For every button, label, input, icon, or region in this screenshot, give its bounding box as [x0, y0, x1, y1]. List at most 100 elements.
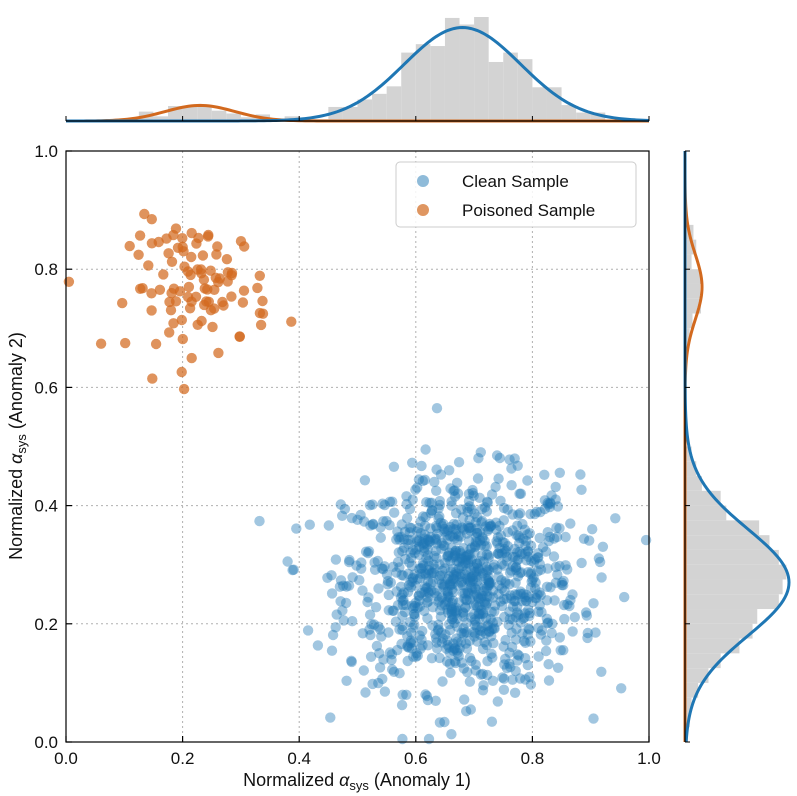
- clean-sample-point: [433, 619, 444, 630]
- clean-sample-point: [396, 569, 407, 581]
- poisoned-sample-point: [221, 254, 233, 265]
- clean-sample-point: [462, 506, 473, 518]
- clean-sample-point: [416, 634, 427, 645]
- clean-sample-point: [431, 403, 443, 414]
- poisoned-sample-point: [177, 333, 188, 345]
- clean-sample-point: [444, 580, 456, 591]
- right-histogram-bar: [685, 623, 753, 639]
- clean-sample-point: [526, 555, 537, 567]
- clean-sample-point: [530, 592, 541, 603]
- poisoned-sample-point: [182, 291, 194, 303]
- poisoned-sample-point: [143, 260, 154, 271]
- clean-sample-point: [499, 547, 511, 558]
- clean-sample-point: [393, 547, 404, 558]
- clean-sample-point: [462, 554, 474, 566]
- clean-sample-point: [506, 463, 517, 474]
- clean-sample-point: [479, 596, 490, 607]
- clean-sample-point: [492, 538, 503, 549]
- clean-sample-point: [471, 523, 482, 534]
- clean-sample-point: [582, 627, 593, 639]
- clean-sample-point: [550, 577, 562, 588]
- clean-sample-point: [451, 645, 463, 656]
- clean-sample-point: [478, 680, 489, 691]
- clean-sample-point: [471, 621, 483, 632]
- clean-sample-point: [513, 554, 524, 565]
- clean-sample-point: [466, 582, 477, 593]
- clean-sample-point: [450, 567, 462, 578]
- legend-label-clean: Clean Sample: [462, 172, 569, 191]
- clean-sample-point: [435, 611, 447, 622]
- clean-sample-point: [525, 508, 536, 520]
- clean-sample-point: [526, 576, 537, 587]
- top-histogram-bar: [532, 87, 547, 121]
- right-histogram-bar: [685, 313, 693, 329]
- clean-sample-point: [465, 565, 476, 576]
- clean-sample-point: [375, 522, 386, 533]
- clean-sample-point: [518, 635, 530, 647]
- clean-sample-point: [394, 534, 405, 545]
- clean-sample-point: [381, 569, 393, 580]
- clean-sample-point: [489, 606, 500, 617]
- clean-sample-point: [434, 717, 446, 728]
- clean-sample-point: [507, 614, 518, 625]
- clean-sample-point: [525, 582, 537, 593]
- clean-sample-point: [338, 580, 349, 591]
- clean-sample-point: [412, 526, 423, 537]
- clean-sample-point: [514, 537, 525, 549]
- clean-sample-point: [473, 580, 484, 592]
- poisoned-sample-point: [213, 277, 224, 288]
- clean-sample-point: [522, 629, 533, 640]
- clean-sample-point: [461, 595, 473, 606]
- clean-sample-point: [472, 537, 483, 548]
- poisoned-sample-point: [176, 366, 187, 378]
- clean-sample-point: [492, 564, 503, 575]
- clean-sample-point: [439, 557, 451, 568]
- clean-sample-point: [464, 514, 475, 526]
- clean-sample-point: [507, 509, 518, 520]
- clean-sample-point: [481, 541, 492, 552]
- clean-sample-point: [448, 611, 459, 623]
- clean-sample-point: [386, 649, 398, 660]
- clean-sample-point: [587, 524, 598, 535]
- clean-sample-point: [419, 474, 431, 486]
- clean-sample-point: [442, 639, 453, 651]
- clean-sample-point: [468, 490, 479, 501]
- clean-sample-point: [420, 583, 431, 594]
- clean-sample-point: [504, 606, 515, 617]
- clean-sample-point: [419, 605, 430, 617]
- clean-sample-point: [596, 666, 607, 677]
- legend-box: [395, 161, 637, 228]
- clean-sample-point: [437, 565, 448, 576]
- clean-sample-point: [388, 461, 400, 472]
- clean-sample-point: [414, 563, 425, 574]
- clean-sample-point: [532, 566, 543, 577]
- clean-sample-point: [407, 576, 418, 587]
- clean-sample-point: [552, 662, 564, 673]
- clean-sample-point: [499, 537, 510, 549]
- clean-sample-point: [597, 541, 609, 552]
- clean-sample-point: [409, 548, 420, 559]
- clean-sample-point: [442, 635, 453, 646]
- clean-sample-point: [403, 538, 414, 550]
- clean-sample-point: [481, 582, 493, 593]
- clean-sample-point: [439, 599, 450, 610]
- clean-sample-point: [449, 533, 460, 544]
- right-histogram-bar: [685, 476, 702, 491]
- clean-sample-point: [419, 520, 431, 531]
- clean-sample-point: [379, 561, 390, 572]
- clean-sample-point: [376, 563, 388, 574]
- clean-sample-point: [429, 587, 440, 598]
- clean-sample-point: [396, 638, 407, 650]
- clean-sample-point: [514, 567, 526, 579]
- poisoned-sample-point: [154, 284, 166, 295]
- clean-sample-point: [490, 517, 502, 528]
- clean-sample-point: [463, 558, 474, 569]
- clean-sample-point: [534, 587, 545, 598]
- clean-sample-point: [481, 549, 493, 560]
- clean-sample-point: [463, 549, 474, 560]
- clean-sample-point: [391, 586, 402, 597]
- clean-sample-point: [453, 580, 464, 591]
- right-histogram-bar: [685, 239, 697, 255]
- top-histogram-bar: [226, 113, 241, 121]
- clean-sample-point: [443, 550, 454, 561]
